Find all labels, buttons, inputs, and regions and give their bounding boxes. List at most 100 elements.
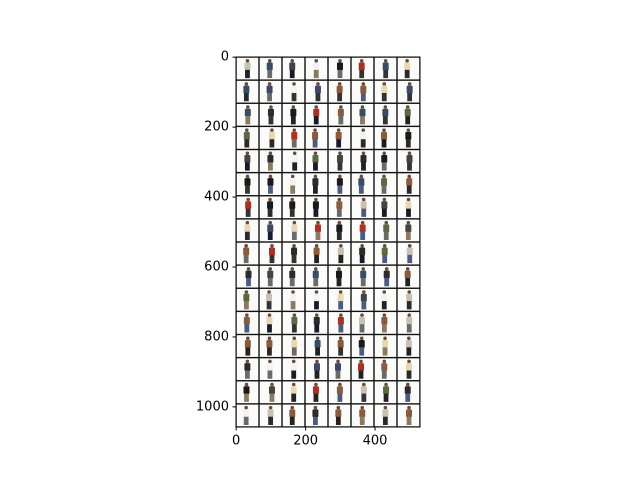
figure-torso	[335, 363, 342, 371]
figure-torso	[266, 363, 273, 371]
figure-legs	[313, 277, 319, 287]
figure-legs	[337, 185, 343, 194]
figure-torso	[406, 178, 413, 186]
figure-legs	[243, 416, 249, 425]
figure-torso	[382, 339, 389, 348]
image-cell	[397, 312, 420, 334]
figure-torso	[381, 247, 388, 256]
figure-head	[406, 197, 411, 202]
figure-legs	[313, 162, 318, 171]
figure-head	[407, 336, 411, 341]
image-cell	[259, 358, 282, 381]
figure-torso	[267, 154, 274, 163]
image-cell	[282, 404, 305, 427]
image-cell	[236, 219, 259, 242]
figure-head	[405, 267, 410, 271]
figure-head	[407, 174, 412, 179]
figure-torso	[244, 178, 251, 186]
figure-legs	[269, 254, 275, 264]
figure-torso	[381, 363, 388, 371]
figure-head	[245, 313, 249, 317]
image-cell	[236, 242, 259, 265]
figure-legs	[337, 92, 343, 102]
figure-torso	[383, 224, 390, 233]
figure-head	[313, 151, 318, 156]
figure-head	[268, 197, 272, 202]
figure-head	[383, 405, 388, 410]
figure-legs	[360, 277, 366, 287]
figure-torso	[406, 85, 413, 94]
figure-torso	[312, 154, 319, 163]
figure-legs	[244, 139, 250, 148]
figure-torso	[335, 270, 342, 279]
figure-legs	[313, 116, 319, 125]
figure-torso	[267, 108, 274, 117]
image-cell	[374, 404, 397, 427]
figure-torso	[406, 363, 413, 371]
image-cell	[236, 80, 259, 103]
figure-torso	[289, 409, 296, 418]
image-cell	[397, 103, 420, 126]
figure-torso	[243, 386, 250, 395]
figure-torso	[404, 108, 411, 117]
figure-legs	[381, 92, 387, 102]
figure-legs	[406, 301, 412, 310]
figure-head	[382, 174, 386, 179]
image-cell	[374, 335, 397, 357]
figure-torso	[266, 62, 273, 71]
figure-torso	[313, 247, 320, 256]
figure-head	[314, 197, 318, 202]
y-tick-label: 1000	[196, 399, 229, 414]
figure-head	[244, 382, 249, 387]
figure-legs	[246, 277, 251, 287]
image-cell	[374, 358, 397, 381]
figure-torso	[266, 316, 273, 325]
figure-head	[359, 359, 363, 364]
figure-head	[270, 382, 274, 387]
image-cell	[305, 242, 328, 265]
figure-torso	[337, 339, 344, 348]
image-cell	[305, 358, 328, 381]
figure-torso	[244, 108, 251, 117]
image-cell	[305, 173, 328, 196]
figure-legs	[313, 416, 318, 425]
image-cell	[397, 57, 420, 80]
figure-torso	[245, 270, 252, 279]
figure-head	[268, 151, 273, 156]
figure-torso	[268, 131, 275, 140]
figure-legs	[381, 324, 387, 333]
figure-torso	[359, 224, 366, 233]
image-cell	[351, 196, 374, 219]
y-tick-label: 400	[204, 190, 229, 205]
image-cell	[305, 150, 328, 172]
figure-head	[384, 382, 388, 387]
figure-torso	[381, 201, 388, 210]
image-cell	[328, 335, 351, 357]
figure-torso	[360, 386, 367, 395]
figure-head	[268, 405, 273, 410]
figure-head	[314, 382, 318, 387]
figure-torso	[291, 316, 298, 325]
figure-head	[407, 82, 412, 86]
figure-torso	[335, 131, 342, 140]
figure-torso	[360, 201, 367, 210]
figure-legs	[244, 324, 250, 333]
figure-legs	[359, 416, 365, 425]
figure-head	[245, 128, 249, 132]
figure-head	[406, 128, 411, 132]
figure-head	[338, 174, 342, 179]
figure-torso	[291, 224, 298, 233]
figure-head	[383, 58, 388, 63]
image-cell	[374, 288, 397, 311]
figure-torso	[243, 316, 250, 325]
figure-legs	[358, 185, 364, 194]
figure-legs	[289, 69, 295, 79]
image-cell	[397, 127, 420, 149]
figure-legs	[269, 139, 275, 148]
image-cell	[282, 265, 305, 288]
figure-head	[245, 174, 250, 179]
figure-torso	[336, 386, 343, 395]
image-cell	[236, 173, 259, 196]
figure-torso	[381, 154, 388, 163]
image-cell	[328, 57, 351, 80]
